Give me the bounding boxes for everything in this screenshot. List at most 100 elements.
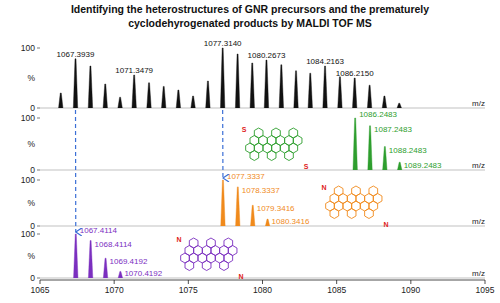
y-tick bbox=[37, 118, 40, 119]
peak bbox=[338, 77, 342, 108]
peak bbox=[279, 65, 283, 108]
peak bbox=[353, 118, 357, 170]
x-tick bbox=[114, 280, 115, 284]
peak bbox=[397, 103, 401, 108]
chart: Identifying the heterostructures of GNR … bbox=[0, 0, 500, 303]
peak bbox=[367, 85, 371, 108]
ring bbox=[285, 151, 294, 161]
peak-label: 1077.3337 bbox=[227, 172, 265, 181]
peak-label: 1080.2673 bbox=[248, 51, 286, 60]
peak-label: 1086.2150 bbox=[336, 69, 374, 78]
x-tick bbox=[410, 280, 411, 284]
y-tick bbox=[37, 170, 40, 171]
peak-label: 1069.4192 bbox=[110, 257, 148, 266]
peak bbox=[88, 66, 92, 108]
peak bbox=[118, 97, 122, 108]
molecule: SS bbox=[242, 126, 309, 170]
peak-label: 1071.3479 bbox=[115, 66, 153, 75]
y-tick-label: 100 bbox=[21, 43, 35, 53]
x-tick bbox=[336, 280, 337, 284]
x-tick-label: 1095 bbox=[476, 285, 495, 295]
y-tick-label: 100 bbox=[21, 175, 35, 185]
peak bbox=[368, 126, 372, 170]
peak-label: 1067.3939 bbox=[57, 50, 95, 59]
atom-label: N bbox=[383, 221, 388, 228]
peak bbox=[236, 187, 240, 226]
ring bbox=[365, 209, 374, 219]
ring bbox=[220, 261, 229, 271]
atom-label: N bbox=[321, 184, 326, 191]
peak bbox=[382, 96, 386, 108]
molecule: NN bbox=[321, 184, 388, 228]
link-arrow bbox=[75, 110, 76, 232]
peak bbox=[352, 78, 356, 108]
peak-label: 1089.2483 bbox=[404, 161, 442, 170]
peak-label: 1087.2483 bbox=[374, 125, 412, 134]
x-axis-label: m/z bbox=[472, 161, 485, 170]
peak bbox=[74, 234, 78, 278]
peak bbox=[59, 93, 63, 108]
ring bbox=[185, 261, 194, 271]
y-axis-label: % bbox=[27, 198, 35, 208]
peak-label: 1067.4114 bbox=[80, 226, 118, 235]
x-tick bbox=[188, 280, 189, 284]
y-tick bbox=[37, 234, 40, 235]
link-arrow bbox=[222, 110, 223, 178]
peak bbox=[323, 66, 327, 108]
peaks bbox=[59, 48, 402, 108]
molecule: NN bbox=[176, 236, 243, 280]
peak bbox=[132, 75, 136, 108]
peak bbox=[103, 84, 107, 108]
x-tick-label: 1075 bbox=[179, 285, 198, 295]
peak bbox=[220, 48, 224, 108]
x-axis-label: m/z bbox=[472, 269, 485, 278]
peak bbox=[235, 54, 239, 108]
peak-label: 1088.2483 bbox=[389, 146, 427, 155]
y-tick bbox=[37, 278, 40, 279]
y-axis-label: % bbox=[27, 251, 35, 261]
peak bbox=[103, 258, 107, 278]
y-tick bbox=[37, 48, 40, 49]
x-tick bbox=[485, 280, 486, 284]
title: Identifying the heterostructures of GNR … bbox=[71, 3, 429, 29]
x-tick-label: 1080 bbox=[253, 285, 272, 295]
y-tick-label: 100 bbox=[21, 113, 35, 123]
atom-label: S bbox=[304, 163, 309, 170]
x-tick-label: 1070 bbox=[105, 285, 124, 295]
peak bbox=[147, 83, 151, 108]
peak bbox=[383, 147, 387, 170]
peak bbox=[308, 73, 312, 108]
peak bbox=[88, 241, 92, 278]
peak bbox=[162, 86, 166, 108]
peak-label: 1080.3416 bbox=[272, 217, 310, 226]
peak bbox=[264, 60, 268, 108]
atom-label: S bbox=[242, 126, 247, 133]
ring bbox=[347, 209, 356, 219]
ring bbox=[250, 151, 259, 161]
y-axis-label: % bbox=[27, 73, 35, 83]
x-tick-label: 1085 bbox=[327, 285, 346, 295]
peak-label: 1077.3140 bbox=[204, 39, 242, 48]
peak bbox=[397, 162, 401, 170]
title-line: cyclodehyrogenated products by MALDI TOF… bbox=[128, 17, 372, 29]
ring bbox=[330, 209, 339, 219]
y-axis-label: % bbox=[27, 139, 35, 149]
x-tick-label: 1090 bbox=[401, 285, 420, 295]
y-tick-label: 0 bbox=[30, 273, 35, 283]
atom-label: N bbox=[238, 273, 243, 280]
x-tick bbox=[40, 280, 41, 284]
x-tick-label: 1065 bbox=[31, 285, 50, 295]
ring bbox=[202, 261, 211, 271]
peak bbox=[206, 81, 210, 108]
title-line: Identifying the heterostructures of GNR … bbox=[71, 3, 429, 15]
y-tick-label: 0 bbox=[30, 165, 35, 175]
peak bbox=[250, 63, 254, 108]
y-tick bbox=[37, 180, 40, 181]
peak-label: 1070.4192 bbox=[124, 269, 162, 278]
peak-label: 1079.3416 bbox=[257, 204, 295, 213]
peak bbox=[294, 71, 298, 108]
peak bbox=[265, 219, 269, 226]
peak bbox=[176, 90, 180, 108]
peak-label: 1068.4114 bbox=[95, 240, 133, 249]
atom-label: N bbox=[176, 236, 181, 243]
